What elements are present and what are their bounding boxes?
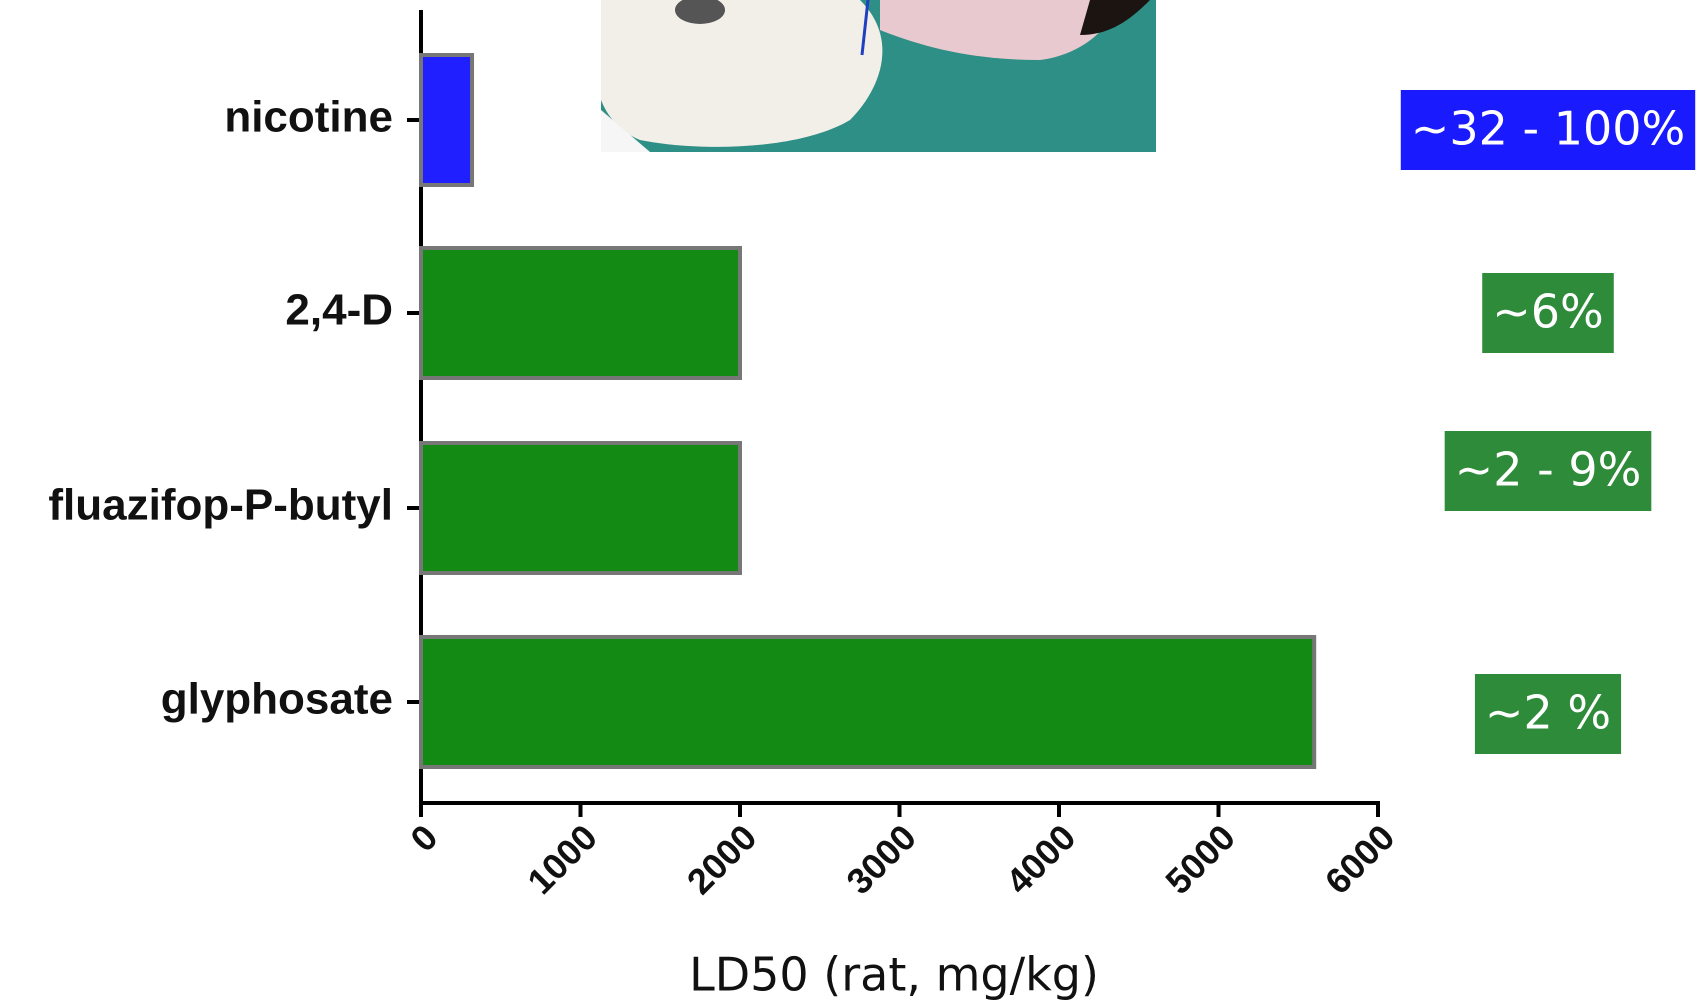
bar (421, 55, 472, 185)
annotation: ~2 % (1485, 686, 1611, 740)
bar (421, 637, 1314, 767)
x-tick-label: 4000 (998, 816, 1084, 902)
x-tick-label: 3000 (838, 816, 924, 902)
x-tick-label: 2000 (679, 816, 765, 902)
x-tick-label: 5000 (1157, 816, 1243, 902)
photo (601, 0, 1156, 152)
annotation: ~6% (1492, 285, 1604, 339)
y-tick-label: fluazifop-P-butyl (48, 481, 393, 530)
bar (421, 443, 740, 573)
x-tick-label: 6000 (1317, 816, 1403, 902)
annotation: ~32 - 100% (1411, 102, 1685, 156)
chart: LD50 (rat, mg/kg) 0 1000 2000 3000 4000 5000 6… (0, 0, 1705, 1007)
x-tick-label: 0 (402, 816, 445, 859)
bar (421, 248, 740, 378)
x-axis-label: LD50 (rat, mg/kg) (689, 948, 1099, 1002)
y-tick-label: 2,4-D (285, 286, 393, 335)
y-tick-label: nicotine (224, 93, 393, 142)
y-tick-label: glyphosate (161, 675, 393, 724)
annotation: ~2 - 9% (1455, 443, 1642, 497)
x-tick-label: 1000 (519, 816, 605, 902)
